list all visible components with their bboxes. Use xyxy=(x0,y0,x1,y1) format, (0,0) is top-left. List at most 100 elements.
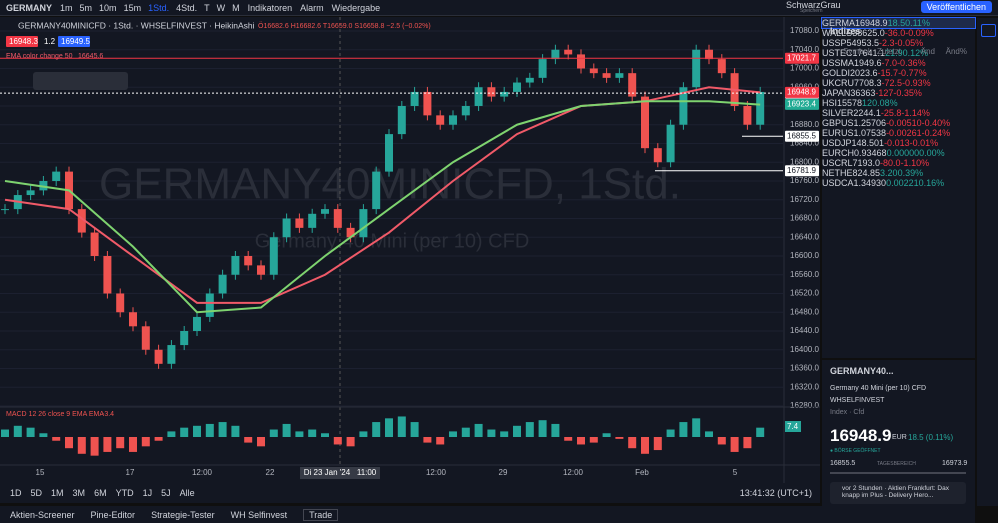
watchlist-row[interactable]: GERMA16948.918.50.11% xyxy=(821,17,976,29)
tab[interactable]: Pine-Editor xyxy=(90,509,136,520)
watchlist-row[interactable]: USCRL7193.0-80.0-1.10% xyxy=(822,158,975,168)
range-button[interactable]: 1M xyxy=(51,488,64,498)
candle xyxy=(372,171,381,210)
interval-button[interactable]: 1m xyxy=(60,2,73,13)
watchlist-row[interactable]: GOLDI2023.6-15.7-0.77% xyxy=(822,68,975,78)
watchlist-row[interactable]: WALLS38625.0-36.0-0.09% xyxy=(822,28,975,38)
watchlist-cell: -0.93% xyxy=(902,78,931,88)
interval-button[interactable]: M xyxy=(232,2,240,13)
candle xyxy=(589,68,598,74)
watchlist-row[interactable]: JAPAN36363-127-0.35% xyxy=(822,88,975,98)
symbol-search[interactable]: GERMANY xyxy=(6,2,53,13)
watchlist-cell: 2023.6 xyxy=(850,68,878,78)
candle xyxy=(653,148,662,163)
interval-button[interactable]: 10m xyxy=(99,2,117,13)
watchlist-row[interactable]: GBPUS1.25706-0.00510-0.40% xyxy=(822,118,975,128)
column-header: Zuletzt xyxy=(876,46,901,56)
watchlist-row[interactable]: SILVER2244.1-25.8-1.14% xyxy=(822,108,975,118)
candle xyxy=(167,345,176,364)
watchlist-row[interactable]: HSI15578120.08% xyxy=(822,98,975,108)
watchlist-cell: 1.34930 xyxy=(853,178,887,188)
range-button[interactable]: 5J xyxy=(161,488,171,498)
ask-bg xyxy=(58,36,90,47)
interval-button[interactable]: 4Std. xyxy=(176,2,198,13)
interval-button[interactable]: 15m xyxy=(123,2,142,13)
watchlist-cell: -1.10% xyxy=(900,158,930,168)
watchlist-row[interactable]: NETHE824.853.200.39% xyxy=(822,168,975,178)
tab[interactable]: Strategie-Tester xyxy=(151,509,215,520)
candle xyxy=(692,49,701,88)
candle xyxy=(103,255,112,294)
ema-line xyxy=(4,100,761,314)
macd-bar xyxy=(602,433,611,437)
x-tick-label: Di 23 Jan '24 11:00 xyxy=(304,468,377,477)
ask: 16949.5 xyxy=(61,37,90,46)
watchlist-row[interactable]: USTEC17641.121.90.12% xyxy=(822,48,975,58)
watchlist-title[interactable]: Indizes xyxy=(830,26,861,36)
indicators-button[interactable]: Indikatoren xyxy=(247,2,293,13)
y-tick-label: 16400.0 xyxy=(790,345,819,354)
interval-button[interactable]: 5m xyxy=(79,2,93,13)
macd-axis-label: 7.4 xyxy=(787,422,799,431)
price-label: 16781.9 xyxy=(787,166,816,175)
tab[interactable]: Trade xyxy=(303,508,339,521)
tab[interactable]: Aktien-Screener xyxy=(10,509,75,520)
candle xyxy=(257,265,265,275)
candle xyxy=(717,59,726,74)
range-button[interactable]: Alle xyxy=(179,488,195,498)
watchlist-cell: -0.00261 xyxy=(886,128,922,138)
candle xyxy=(77,209,86,233)
candle xyxy=(513,82,521,92)
alarm-button[interactable]: Alarm xyxy=(300,2,324,13)
watchlist-cell: 0.08% xyxy=(872,98,898,108)
details-price: 16948.9 xyxy=(830,426,892,445)
watchlist-cell: -0.00510 xyxy=(886,118,922,128)
watchlist-cell: HSI xyxy=(822,98,838,108)
macd-bar xyxy=(295,431,304,437)
macd-bar xyxy=(103,437,112,452)
range-button[interactable]: YTD xyxy=(115,488,134,498)
watchlist-cell: -0.05% xyxy=(894,38,924,48)
layout-name[interactable]: SchwarzGrau xyxy=(786,0,841,10)
candle xyxy=(679,87,688,125)
publish-button[interactable]: Veröffentlichen xyxy=(920,1,992,13)
watchlist-row[interactable]: USDJP148.501-0.013-0.01% xyxy=(822,138,975,148)
candle xyxy=(564,49,573,55)
macd-bar xyxy=(577,437,585,445)
macd-bar xyxy=(474,423,483,437)
candle xyxy=(500,91,509,97)
range-button[interactable]: 5D xyxy=(30,488,43,498)
macd-bar xyxy=(410,422,419,437)
interval-button[interactable]: 1Std. xyxy=(148,2,170,13)
replay-button[interactable]: Wiedergabe xyxy=(331,2,381,13)
macd-bar xyxy=(461,427,470,437)
watchlist-row[interactable]: EURUS1.07538-0.00261-0.24% xyxy=(822,128,975,138)
y-tick-label: 16520.0 xyxy=(790,289,819,298)
y-tick-label: 16360.0 xyxy=(790,364,819,373)
macd-bar xyxy=(487,429,496,437)
range-button[interactable]: 1J xyxy=(142,488,153,498)
macd-bar xyxy=(129,437,137,452)
macd-bar xyxy=(538,420,547,437)
watchlist-cell: 0.00% xyxy=(919,148,945,158)
range-button[interactable]: 3M xyxy=(72,488,86,498)
watchlist-row[interactable]: USDCA1.349300.002210.16% xyxy=(822,178,975,188)
watchlist-cell: 824.85 xyxy=(852,168,881,178)
news-item[interactable]: vor 2 Stunden · Aktien Frankfurt: Dax kn… xyxy=(830,482,966,504)
candle xyxy=(461,105,470,116)
layout-save: Speichern xyxy=(800,8,823,14)
watchlist-row[interactable]: USSP54953.5-2.3-0.05% xyxy=(822,38,975,48)
watchlist-row[interactable]: UKCRU7708.3-72.5-0.93% xyxy=(822,78,975,88)
price-label: 17021.7 xyxy=(787,53,816,62)
interval-button[interactable]: T xyxy=(204,2,210,13)
watchlist-cell: -7.0 xyxy=(881,58,898,68)
watchlist-row[interactable]: EURCH0.934680.000000.00% xyxy=(822,148,975,158)
macd-bar xyxy=(692,418,701,437)
interval-button[interactable]: W xyxy=(216,2,226,13)
tab[interactable]: WH Selfinvest xyxy=(230,509,288,520)
watchlist-cell: -1.14% xyxy=(901,108,930,118)
range-button[interactable]: 6M xyxy=(94,488,107,498)
macd-bar xyxy=(615,437,624,439)
range-button[interactable]: 1D xyxy=(10,488,22,498)
watchlist-row[interactable]: USSMA1949.6-7.0-0.36% xyxy=(822,58,975,68)
